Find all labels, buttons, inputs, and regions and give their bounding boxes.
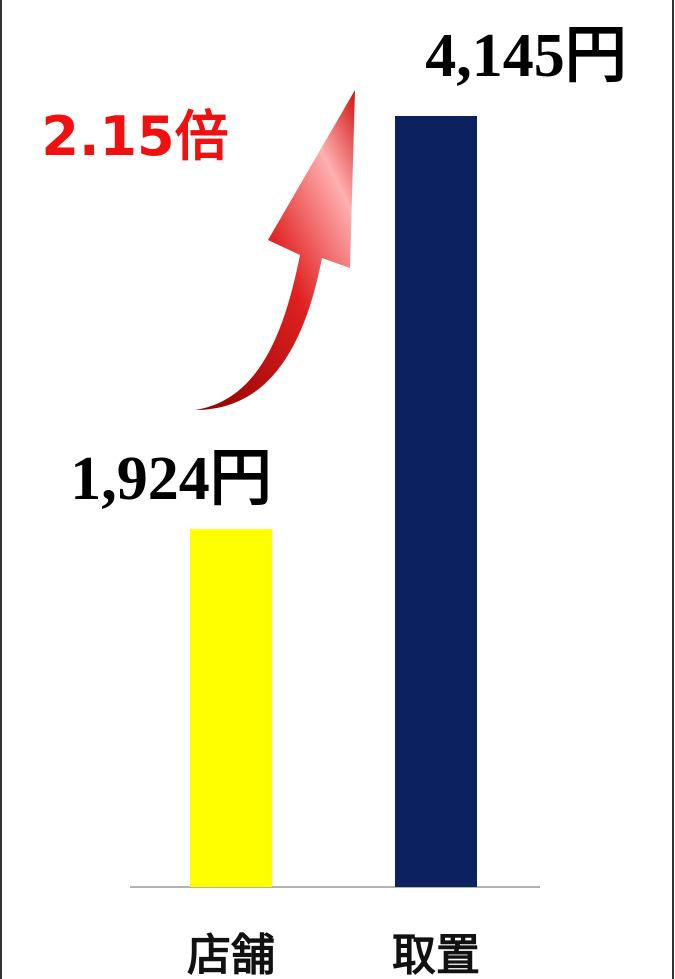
value-label: 4,145円	[425, 22, 627, 90]
category-label: 取置	[392, 930, 480, 979]
bar	[190, 529, 272, 887]
growth-arrow	[195, 90, 355, 410]
category-label: 店舗	[187, 930, 275, 979]
ratio-annotation: 2.15倍	[41, 105, 228, 168]
value-label: 1,924円	[70, 445, 272, 513]
bar	[395, 116, 477, 887]
